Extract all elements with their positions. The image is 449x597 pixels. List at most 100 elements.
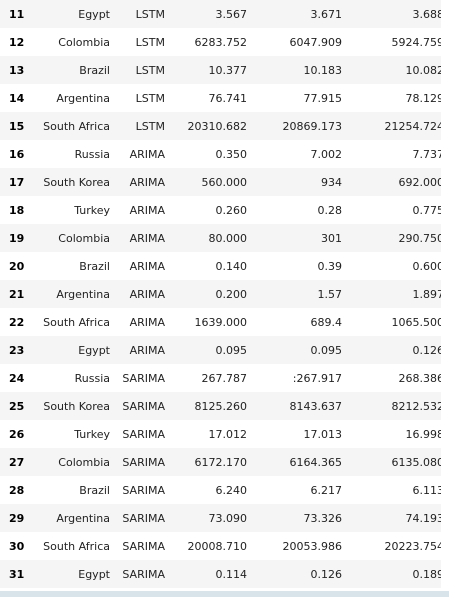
model-cell: SARIMA bbox=[122, 371, 165, 385]
model-cell: LSTM bbox=[135, 63, 165, 77]
value-cell-2: 689.4 bbox=[310, 315, 343, 329]
country-cell: Colombia bbox=[58, 455, 110, 469]
value-cell-1: 560.000 bbox=[201, 175, 248, 189]
value-cell-1: 0.114 bbox=[215, 567, 248, 581]
country-cell: Egypt bbox=[78, 567, 110, 581]
row-index: 11 bbox=[9, 7, 25, 21]
value-cell-2: 7.002 bbox=[310, 147, 343, 161]
country-cell: Turkey bbox=[74, 203, 110, 217]
value-cell-3: 74.193 bbox=[405, 511, 445, 525]
country-cell: Colombia bbox=[58, 35, 110, 49]
value-cell-2: 6164.365 bbox=[289, 455, 343, 469]
model-cell: SARIMA bbox=[122, 511, 165, 525]
row-index: 15 bbox=[9, 119, 25, 133]
row-index: 18 bbox=[9, 203, 25, 217]
table-row: 20 Brazil ARIMA 0.140 0.39 0.600 bbox=[0, 252, 444, 280]
dataframe-table: 11 Egypt LSTM 3.567 3.671 3.688 12 Colombia LSTM… bbox=[0, 0, 445, 581]
value-cell-1: 0.095 bbox=[215, 343, 248, 357]
value-cell-2: 20053.986 bbox=[282, 539, 343, 553]
row-index: 13 bbox=[9, 63, 25, 77]
model-cell: ARIMA bbox=[129, 231, 165, 245]
country-cell: Russia bbox=[74, 147, 110, 161]
value-cell-1: 20008.710 bbox=[187, 539, 248, 553]
country-cell: South Africa bbox=[43, 539, 110, 553]
right-edge bbox=[441, 0, 449, 591]
table-row: 12 Colombia LSTM 6283.752 6047.909 5924.759 bbox=[0, 28, 444, 56]
country-cell: Argentina bbox=[56, 511, 110, 525]
value-cell-2: 0.39 bbox=[317, 259, 343, 273]
row-index: 27 bbox=[9, 455, 25, 469]
value-cell-3: 7.737 bbox=[412, 147, 445, 161]
value-cell-2: 1.57 bbox=[317, 287, 343, 301]
value-cell-1: 3.567 bbox=[215, 7, 248, 21]
value-cell-2: 301 bbox=[321, 231, 342, 245]
row-index: 23 bbox=[9, 343, 25, 357]
model-cell: SARIMA bbox=[122, 539, 165, 553]
country-cell: Brazil bbox=[79, 63, 110, 77]
value-cell-3: 1065.500 bbox=[391, 315, 445, 329]
row-index: 12 bbox=[9, 35, 25, 49]
model-cell: ARIMA bbox=[129, 259, 165, 273]
row-index: 16 bbox=[9, 147, 25, 161]
table-row: 24 Russia SARIMA 267.787 :267.917 268.386 bbox=[0, 364, 444, 392]
value-cell-1: 1639.000 bbox=[194, 315, 248, 329]
value-cell-3: 16.998 bbox=[405, 427, 445, 441]
model-cell: ARIMA bbox=[129, 315, 165, 329]
model-cell: SARIMA bbox=[122, 483, 165, 497]
country-cell: Russia bbox=[74, 371, 110, 385]
value-cell-2: 8143.637 bbox=[289, 399, 343, 413]
value-cell-1: 267.787 bbox=[201, 371, 248, 385]
value-cell-3: 10.082 bbox=[405, 63, 445, 77]
table-row: 18 Turkey ARIMA 0.260 0.28 0.775 bbox=[0, 196, 444, 224]
table-row: 16 Russia ARIMA 0.350 7.002 7.737 bbox=[0, 140, 444, 168]
row-index: 24 bbox=[9, 371, 25, 385]
value-cell-3: 1.897 bbox=[412, 287, 445, 301]
table-body: 11 Egypt LSTM 3.567 3.671 3.688 12 Colombia LSTM… bbox=[0, 0, 445, 581]
value-cell-2: 934 bbox=[321, 175, 342, 189]
value-cell-2: 0.095 bbox=[310, 343, 343, 357]
value-cell-3: 290.750 bbox=[398, 231, 445, 245]
country-cell: Egypt bbox=[78, 343, 110, 357]
row-index: 22 bbox=[9, 315, 25, 329]
value-cell-2: 3.671 bbox=[310, 7, 343, 21]
value-cell-3: 692.000 bbox=[398, 175, 445, 189]
country-cell: Argentina bbox=[56, 287, 110, 301]
value-cell-2: 17.013 bbox=[303, 427, 343, 441]
value-cell-1: 80.000 bbox=[208, 231, 248, 245]
value-cell-3: 268.386 bbox=[398, 371, 445, 385]
row-index: 21 bbox=[9, 287, 25, 301]
value-cell-3: 3.688 bbox=[412, 7, 445, 21]
table-row: 23 Egypt ARIMA 0.095 0.095 0.126 bbox=[0, 336, 444, 364]
country-cell: Brazil bbox=[79, 259, 110, 273]
country-cell: South Korea bbox=[43, 175, 110, 189]
country-cell: South Africa bbox=[43, 119, 110, 133]
model-cell: SARIMA bbox=[122, 399, 165, 413]
model-cell: LSTM bbox=[135, 7, 165, 21]
model-cell: SARIMA bbox=[122, 567, 165, 581]
model-cell: LSTM bbox=[135, 119, 165, 133]
table-row: 11 Egypt LSTM 3.567 3.671 3.688 bbox=[0, 0, 444, 28]
model-cell: LSTM bbox=[135, 91, 165, 105]
value-cell-2: 10.183 bbox=[303, 63, 343, 77]
value-cell-1: 20310.682 bbox=[187, 119, 248, 133]
model-cell: ARIMA bbox=[129, 175, 165, 189]
table-row: 21 Argentina ARIMA 0.200 1.57 1.897 bbox=[0, 280, 444, 308]
row-index: 29 bbox=[9, 511, 25, 525]
row-index: 25 bbox=[9, 399, 25, 413]
row-index: 30 bbox=[9, 539, 25, 553]
value-cell-2: :267.917 bbox=[292, 371, 342, 385]
row-index: 20 bbox=[9, 259, 25, 273]
value-cell-1: 0.200 bbox=[215, 287, 248, 301]
table-row: 25 South Korea SARIMA 8125.260 8143.637 8212.… bbox=[0, 392, 444, 420]
value-cell-2: 0.126 bbox=[310, 567, 343, 581]
horizontal-scrollbar[interactable] bbox=[0, 591, 449, 597]
table-row: 17 South Korea ARIMA 560.000 934 692.000 bbox=[0, 168, 444, 196]
country-cell: South Korea bbox=[43, 399, 110, 413]
table-row: 19 Colombia ARIMA 80.000 301 290.750 bbox=[0, 224, 444, 252]
table-row: 28 Brazil SARIMA 6.240 6.217 6.113 bbox=[0, 476, 444, 504]
value-cell-1: 10.377 bbox=[208, 63, 248, 77]
country-cell: Brazil bbox=[79, 483, 110, 497]
model-cell: ARIMA bbox=[129, 147, 165, 161]
country-cell: Egypt bbox=[78, 7, 110, 21]
